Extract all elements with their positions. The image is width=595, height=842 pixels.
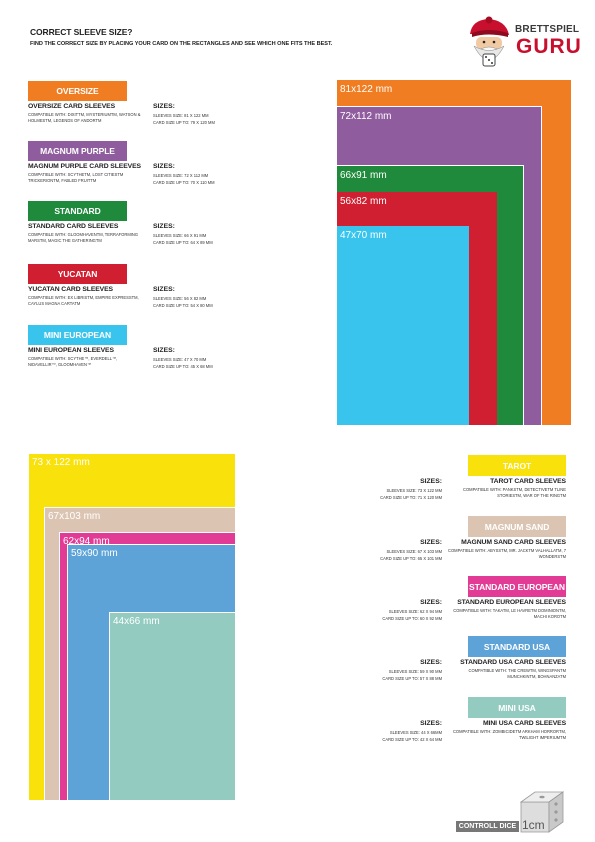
sizes-label: SIZES: — [420, 599, 442, 606]
sizes-label: SIZES: — [153, 163, 175, 170]
size-rectangle-label: 66x91 mm — [340, 170, 387, 181]
sleeve-title: TAROT CARD SLEEVES — [490, 478, 566, 485]
controll-dice-label: CONTROLL DICE — [456, 821, 519, 832]
sleeve-size: SLEEVES SIZE: 66 X 91 MM — [153, 233, 207, 238]
dice-icon — [519, 791, 565, 833]
compatibility-text: COMPATIBLE WITH: THE CREWTM, WINGSPANTM … — [468, 668, 567, 679]
compatibility-text: COMPATIBLE WITH: ZOMBICIDETM ARKHAM HORR… — [452, 729, 566, 740]
compatibility-text: COMPATIBLE WITH: TAKATM, LE HAVRETM DOMI… — [453, 608, 566, 619]
logo-text-top: BRETTSPIEL — [515, 24, 580, 35]
sleeve-size: SLEEVES SIZE: 81 X 122 MM — [153, 113, 209, 118]
size-rectangle-label: 62x94 mm — [63, 536, 110, 547]
card-size: CARD SIZE UP TO: 70 X 110 MM — [153, 180, 215, 185]
sizes-label: SIZES: — [153, 286, 175, 293]
compatibility-text: COMPATIBLE WITH: EX LIBRISTM, EMPIRE EXP… — [28, 295, 139, 306]
sleeve-size: SLEEVES SIZE: 59 X 90 MM — [388, 669, 442, 674]
sizes-label: SIZES: — [420, 539, 442, 546]
size-rectangle-label: 44x66 mm — [113, 616, 160, 627]
sizes-label: SIZES: — [153, 347, 175, 354]
size-tag: STANDARD EUROPEAN — [468, 576, 566, 597]
card-size: CARD SIZE UP TO: 79 X 120 MM — [153, 120, 215, 125]
brettspiel-guru-logo — [470, 16, 509, 67]
compatibility-text: COMPATIBLE WITH: PANKSTM, DETECTIVETM TL… — [463, 487, 566, 498]
compatibility-text: COMPATIBLE WITH: DIXITTM, MYSTERIUMTM, W… — [28, 112, 141, 123]
page-subtitle: FIND THE CORRECT SIZE BY PLACING YOUR CA… — [30, 41, 333, 47]
sleeve-title: STANDARD EUROPEAN SLEEVES — [457, 599, 566, 606]
compatibility-text: COMPATIBLE WITH: SCYTHE™, EVERDELL™, NID… — [28, 356, 118, 367]
size-tag: MINI EUROPEAN — [28, 325, 127, 345]
compatibility-text: COMPATIBLE WITH: SCYTHETM, LOST CITIESTM… — [28, 172, 124, 183]
card-size: CARD SIZE UP TO: 54 X 80 MM — [153, 303, 213, 308]
sleeve-title: MINI EUROPEAN SLEEVES — [28, 347, 114, 354]
sleeve-size: SLEEVES SIZE: 67 X 103 MM — [386, 549, 442, 554]
sleeve-size: SLEEVES SIZE: 62 X 94 MM — [388, 609, 442, 614]
size-rectangle-label: 72x112 mm — [340, 111, 392, 122]
card-size: CARD SIZE UP TO: 45 X 68 MM — [153, 364, 213, 369]
sleeve-title: YUCATAN CARD SLEEVES — [28, 286, 113, 293]
compatibility-text: COMPATIBLE WITH: ABYSSTM, MR. JACKTM VAL… — [448, 548, 566, 559]
sleeve-title: STANDARD USA CARD SLEEVES — [460, 659, 566, 666]
size-rectangle-label: 59x90 mm — [71, 548, 118, 559]
card-size: CARD SIZE UP TO: 60 X 92 MM — [382, 616, 442, 621]
size-rectangle-label: 67x103 mm — [48, 511, 101, 522]
card-size: CARD SIZE UP TO: 42 X 64 MM — [382, 737, 442, 742]
sleeve-size: SLEEVES SIZE: 47 X 70 MM — [153, 357, 207, 362]
sleeve-title: MAGNUM PURPLE CARD SLEEVES — [28, 163, 141, 170]
size-tag: YUCATAN — [28, 264, 127, 284]
compatibility-text: COMPATIBLE WITH: GLOOMHAVENTM, TERRAFORM… — [28, 232, 139, 243]
sizes-label: SIZES: — [153, 103, 175, 110]
size-tag: TAROT — [468, 455, 566, 476]
size-tag: STANDARD USA — [468, 636, 566, 657]
size-tag: STANDARD — [28, 201, 127, 221]
logo-text-bottom: GURU — [516, 35, 582, 58]
sleeve-size: SLEEVES SIZE: 72 X 112 MM — [153, 173, 209, 178]
sleeve-size: SLEEVES SIZE: 44 X 66MM — [389, 730, 442, 735]
sizes-label: SIZES: — [153, 223, 175, 230]
size-tag: OVERSIZE — [28, 81, 127, 101]
card-size: CARD SIZE UP TO: 71 X 120 MM — [380, 495, 442, 500]
size-rectangle-label: 73 x 122 mm — [32, 457, 90, 468]
sizes-label: SIZES: — [420, 478, 442, 485]
sleeve-title: MINI USA CARD SLEEVES — [483, 720, 566, 727]
size-rectangle-label: 56x82 mm — [340, 196, 387, 207]
size-tag: MAGNUM PURPLE — [28, 141, 127, 161]
sizes-label: SIZES: — [420, 720, 442, 727]
sleeve-title: OVERSIZE CARD SLEEVES — [28, 103, 116, 110]
card-size: CARD SIZE UP TO: 64 X 89 MM — [153, 240, 213, 245]
sleeve-size: SLEEVES SIZE: 56 X 82 MM — [153, 296, 207, 301]
card-size: CARD SIZE UP TO: 65 X 101 MM — [380, 556, 442, 561]
size-rectangle — [110, 613, 235, 800]
sleeve-title: STANDARD CARD SLEEVES — [28, 223, 119, 230]
dice-size-label: 1cm — [522, 818, 545, 832]
size-rectangle-label: 47x70 mm — [340, 230, 387, 241]
size-tag: MINI USA — [468, 697, 566, 718]
sizes-label: SIZES: — [420, 659, 442, 666]
sleeve-size: SLEEVES SIZE: 73 X 122 MM — [386, 488, 442, 493]
card-size: CARD SIZE UP TO: 57 X 88 MM — [382, 676, 442, 681]
sleeve-title: MAGNUM SAND CARD SLEEVES — [461, 539, 566, 546]
size-rectangle-label: 81x122 mm — [340, 84, 393, 95]
page-title: CORRECT SLEEVE SIZE? — [30, 27, 133, 37]
size-tag: MAGNUM SAND — [468, 516, 566, 537]
size-rectangle — [337, 226, 469, 425]
